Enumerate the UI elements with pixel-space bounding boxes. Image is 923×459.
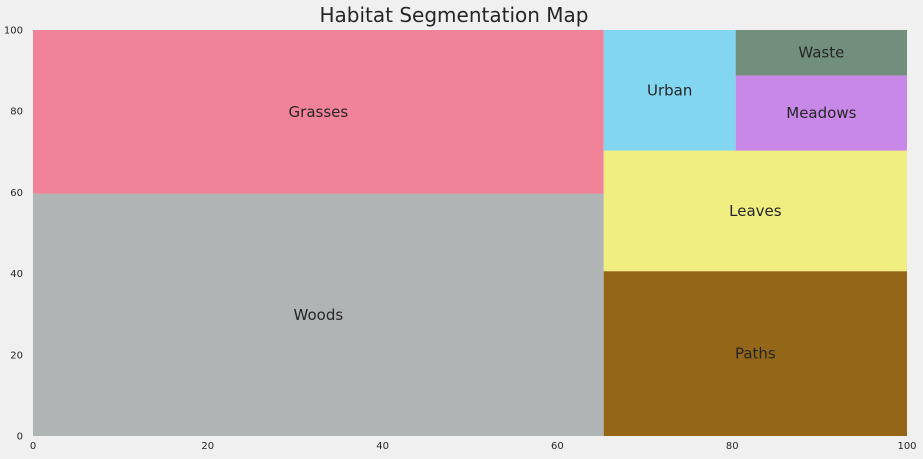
segment-label-urban: Urban	[647, 81, 692, 99]
segment-label-paths: Paths	[735, 345, 776, 363]
y-tick-label: 80	[10, 107, 23, 118]
segment-label-waste: Waste	[798, 44, 844, 62]
x-axis: 0 20 40 60 80 100	[30, 441, 917, 452]
x-tick-label: 100	[897, 441, 916, 452]
x-tick-label: 60	[551, 441, 564, 452]
y-axis: 0 20 40 60 80 100	[4, 26, 23, 443]
y-tick-label: 100	[4, 26, 23, 37]
x-tick-label: 40	[376, 441, 389, 452]
segment-woods	[33, 193, 604, 436]
segment-label-leaves: Leaves	[729, 202, 782, 220]
segment-label-woods: Woods	[294, 306, 344, 324]
segment-urban	[603, 30, 736, 151]
segments-layer	[33, 30, 907, 436]
segment-meadows	[735, 75, 907, 151]
y-tick-label: 20	[10, 350, 23, 361]
segment-label-meadows: Meadows	[786, 104, 856, 122]
chart-title: Habitat Segmentation Map	[320, 3, 589, 27]
y-tick-label: 0	[17, 432, 23, 443]
segment-label-grasses: Grasses	[289, 103, 349, 121]
x-tick-label: 0	[30, 441, 36, 452]
x-tick-label: 20	[201, 441, 214, 452]
y-tick-label: 60	[10, 188, 23, 199]
segment-paths	[603, 271, 907, 436]
segment-grasses	[33, 30, 604, 194]
segment-waste	[735, 30, 907, 76]
y-tick-label: 40	[10, 269, 23, 280]
segment-labels-layer: Woods Grasses Paths Leaves Urban Meadows Waste	[289, 44, 857, 363]
segment-leaves	[603, 150, 907, 272]
x-tick-label: 80	[726, 441, 739, 452]
